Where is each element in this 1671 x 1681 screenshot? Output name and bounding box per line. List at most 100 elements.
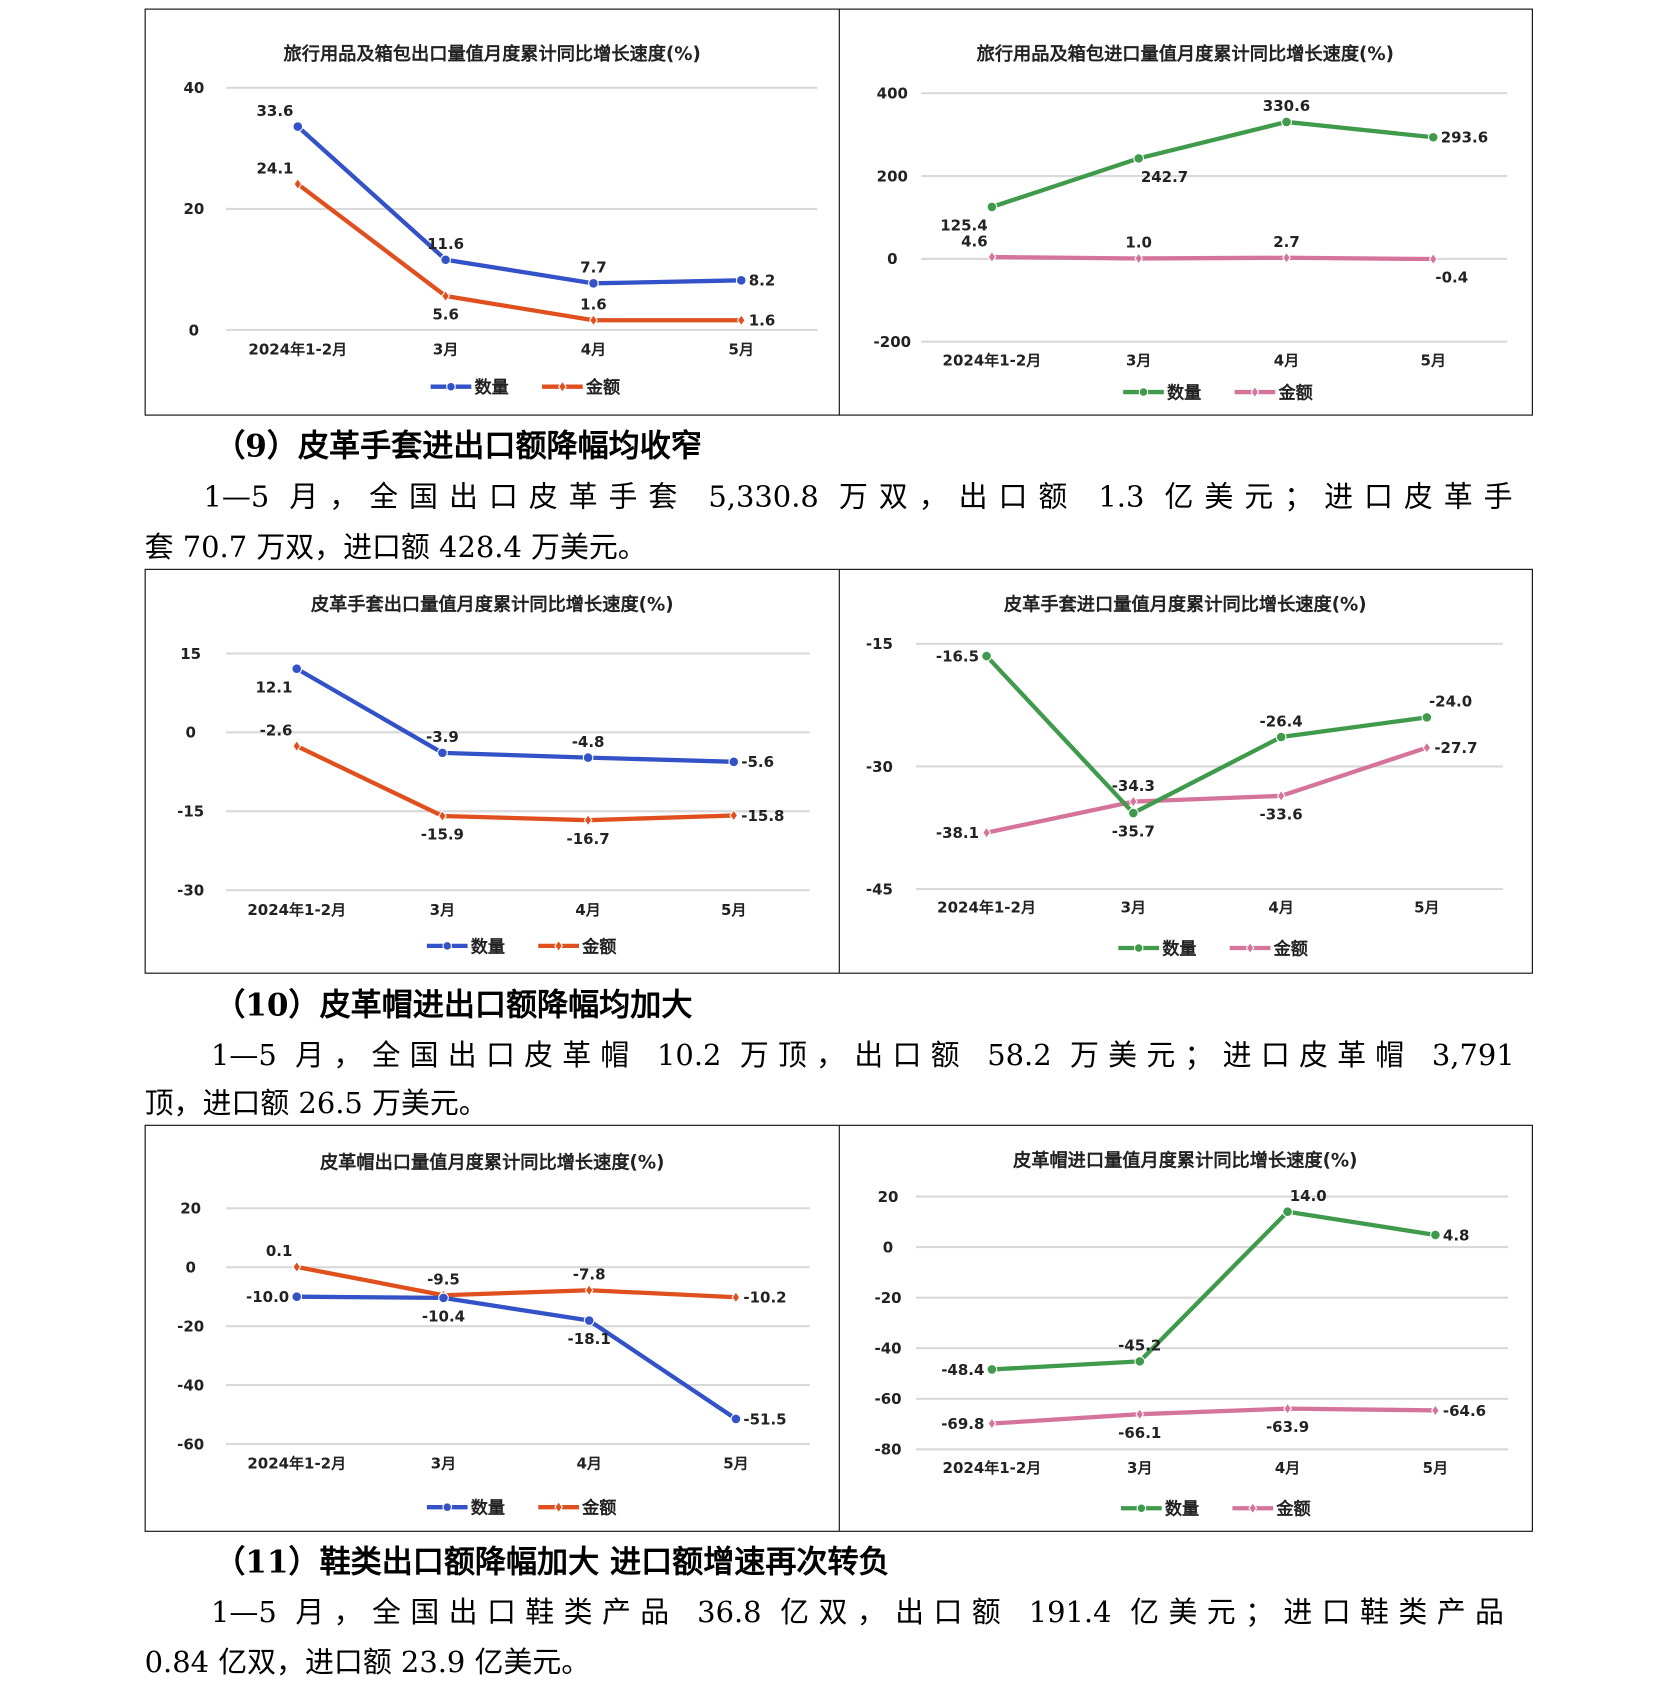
data-label: -5.6: [741, 753, 774, 771]
data-label: -34.3: [1112, 777, 1155, 795]
legend-marker: [554, 939, 564, 953]
data-point: [582, 752, 594, 763]
data-label: 2.7: [1273, 233, 1300, 251]
x-tick-label: 5月: [1414, 899, 1439, 917]
paragraph-line: 1—5 月，全国出口皮革手套 5,330.8 万双，出口额 1.3 亿美元；进口…: [203, 480, 1513, 515]
data-point: [1428, 252, 1438, 266]
data-point: [981, 650, 992, 662]
line-chart: -45 -30 -15 2024年1-2月 3月 4月 5月 -38.1 -34.3 -33.6 -…: [866, 635, 1503, 959]
data-label: -9.5: [427, 1271, 460, 1289]
x-tick-label: 5月: [1421, 351, 1446, 369]
data-point: [986, 1364, 998, 1375]
data-point: [986, 201, 998, 213]
series-line-quantity: [295, 666, 734, 764]
data-point: [1128, 795, 1138, 808]
data-label: -24.0: [1429, 693, 1472, 711]
section-heading: （9）皮革手套进出口额降幅均收窄: [214, 427, 702, 464]
chart-panel: 旅行用品及箱包进口量值月度累计同比增长速度(%) -200 0 200 400 2024年…: [839, 10, 1532, 415]
legend-label: 金额: [581, 1498, 617, 1519]
data-point: [731, 1290, 741, 1304]
y-tick-label: 20: [183, 200, 204, 218]
data-label: -66.1: [1118, 1424, 1161, 1442]
data-label: -4.8: [572, 733, 605, 751]
data-point: [291, 663, 303, 675]
legend-marker: [1248, 1501, 1258, 1515]
legend-marker: [1138, 387, 1149, 397]
data-label: -26.4: [1260, 712, 1303, 730]
data-label: 0.1: [266, 1242, 293, 1260]
data-label: 1.0: [1125, 234, 1152, 252]
y-tick-label: -40: [177, 1376, 204, 1394]
section-heading: （11）鞋类出口额降幅加大 进口额增速再次转负: [214, 1543, 890, 1581]
y-tick-label: 0: [185, 724, 195, 742]
data-point: [735, 274, 747, 286]
y-tick-label: -45: [866, 880, 893, 898]
y-tick-label: 200: [877, 167, 908, 185]
data-label: -16.7: [566, 830, 609, 848]
y-tick-label: -20: [177, 1318, 204, 1336]
legend-marker: [1136, 1503, 1147, 1514]
data-label: 125.4: [940, 216, 987, 234]
legend-marker: [442, 941, 453, 951]
series-line-quantity: [985, 654, 1428, 816]
data-label: 24.1: [257, 159, 294, 177]
data-label: -10.2: [743, 1289, 786, 1307]
legend-marker: [446, 381, 456, 392]
legend-marker: [1250, 385, 1260, 399]
chart-panel: 旅行用品及箱包出口量值月度累计同比增长速度(%) 0 20 40 2024年1-2月 3月…: [146, 9, 840, 415]
data-label: 5.6: [432, 306, 459, 324]
data-label: 1.6: [749, 312, 776, 330]
y-tick-label: -30: [177, 882, 204, 900]
data-label: 14.0: [1290, 1187, 1327, 1205]
y-tick-label: -20: [874, 1289, 901, 1307]
legend-marker: [557, 380, 567, 393]
data-label: -18.1: [568, 1330, 611, 1348]
data-label: -45.2: [1118, 1337, 1161, 1355]
data-point: [729, 809, 739, 822]
data-label: -35.7: [1112, 823, 1155, 841]
data-point: [588, 277, 599, 289]
y-tick-label: -15: [866, 635, 893, 653]
data-label: -15.9: [421, 826, 464, 844]
series-line-amount: [296, 182, 742, 323]
chart-panel: 皮革手套进口量值月度累计同比增长速度(%) -45 -30 -15 2024年1-2月 3…: [839, 570, 1532, 973]
data-label: 8.2: [749, 272, 776, 290]
data-label: -63.9: [1266, 1418, 1309, 1436]
data-point: [987, 250, 997, 264]
paragraph-line: 套 70.7 万双，进口额 428.4 万美元。: [144, 531, 647, 565]
chart-title: 皮革帽出口量值月度累计同比增长速度(%): [319, 1152, 665, 1175]
data-label: -33.6: [1260, 805, 1303, 823]
data-label: -38.1: [936, 824, 979, 842]
y-tick-label: -80: [874, 1441, 901, 1459]
data-point: [1127, 807, 1139, 819]
x-tick-label: 4月: [581, 341, 606, 359]
data-point: [584, 1283, 594, 1297]
y-tick-label: -15: [177, 803, 204, 821]
data-point: [1427, 131, 1439, 143]
series-line-quantity: [296, 1294, 738, 1421]
data-label: 11.6: [427, 235, 464, 253]
data-label: -0.4: [1435, 269, 1468, 287]
data-point: [1282, 1206, 1293, 1218]
x-tick-label: 3月: [1127, 1459, 1152, 1477]
chart-title: 皮革手套出口量值月度累计同比增长速度(%): [310, 594, 674, 616]
data-label: -10.0: [246, 1288, 289, 1306]
data-point: [292, 1260, 302, 1274]
data-point: [1276, 789, 1286, 803]
data-point: [293, 177, 303, 191]
chart-title: 旅行用品及箱包进口量值月度累计同比增长速度(%): [976, 43, 1394, 66]
data-label: 1.6: [580, 296, 607, 314]
data-point: [438, 1292, 449, 1304]
series-line-amount: [986, 745, 1428, 835]
x-tick-label: 3月: [431, 1455, 456, 1473]
data-point: [987, 1417, 997, 1430]
legend-marker: [554, 1500, 564, 1514]
data-label: -15.8: [741, 807, 784, 825]
chart-title: 旅行用品及箱包出口量值月度累计同比增长速度(%): [283, 43, 701, 66]
data-point: [1430, 1229, 1441, 1241]
data-label: -3.9: [426, 728, 459, 746]
data-point: [1421, 712, 1433, 723]
y-tick-label: 0: [887, 250, 897, 268]
chart-panel: 皮革手套出口量值月度累计同比增长速度(%) -30 -15 0 15 2024年1-2月 3…: [146, 569, 840, 973]
